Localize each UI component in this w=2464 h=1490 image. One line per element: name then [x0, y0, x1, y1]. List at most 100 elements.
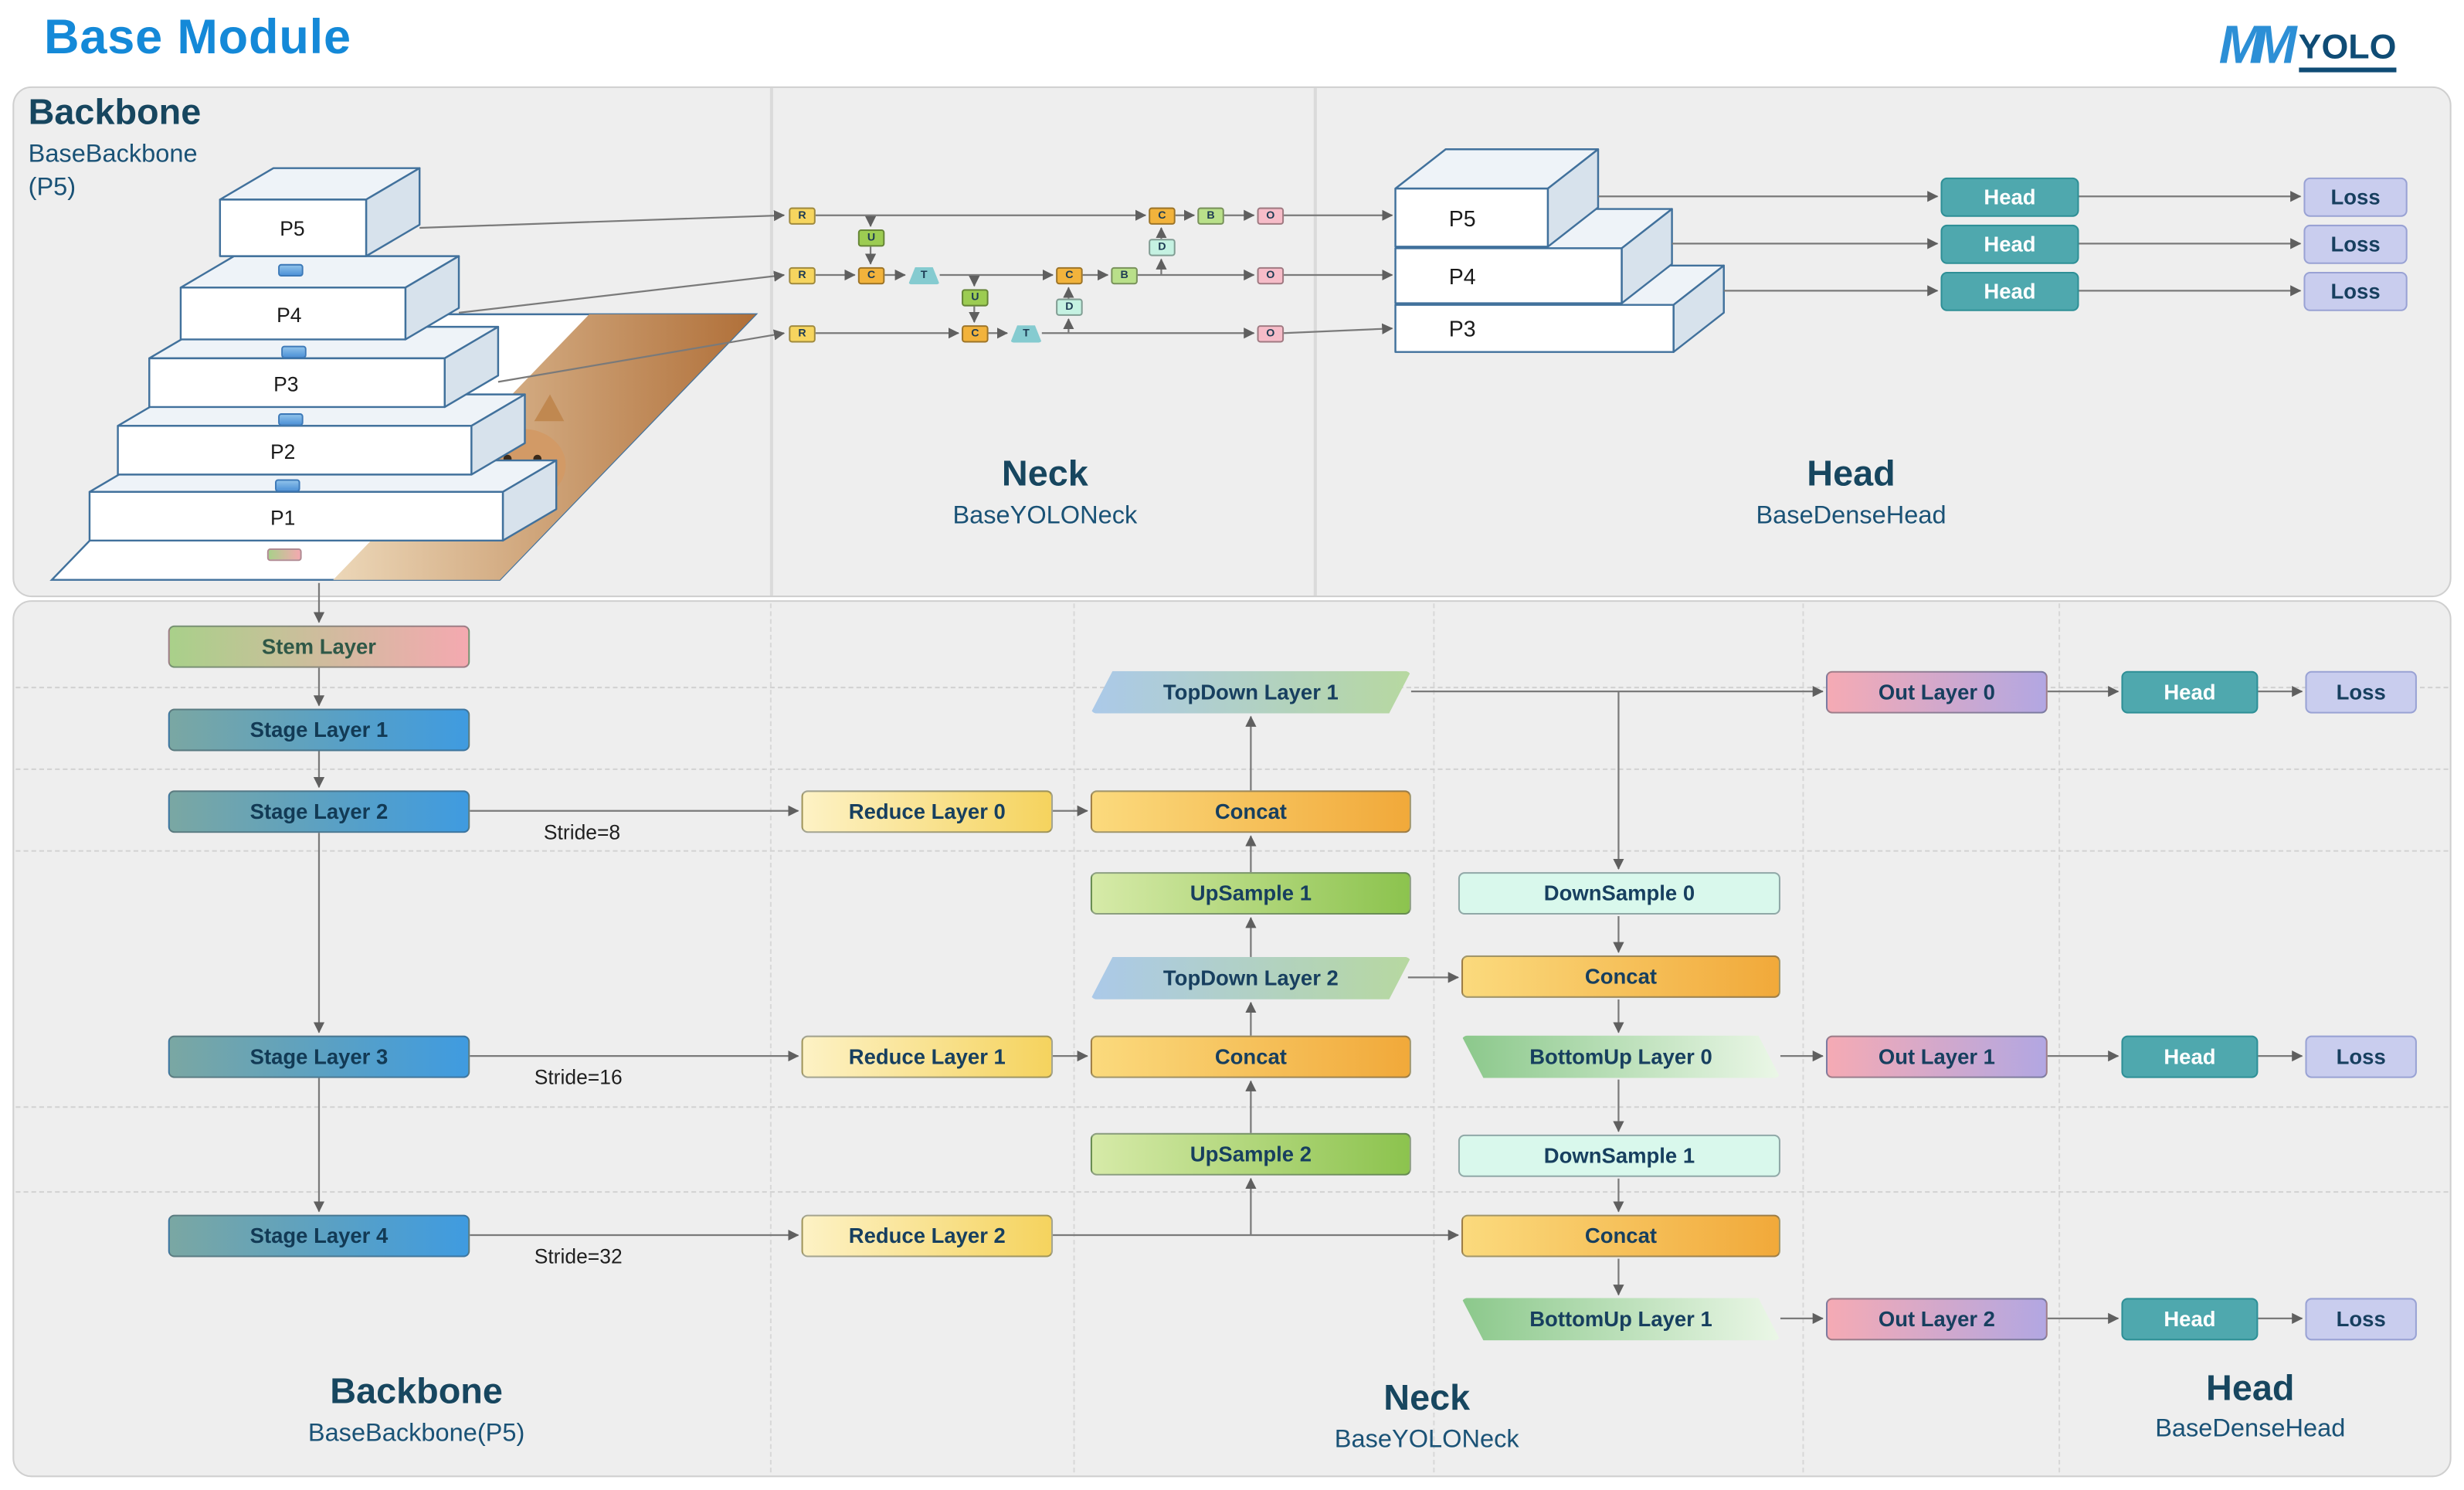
top-neck-subtitle: BaseYOLONeck [952, 503, 1138, 530]
mini-bottomup-2: B [1197, 207, 1224, 225]
bottom-loss-button-0: Loss [2305, 670, 2417, 714]
node-stage-layer-4: Stage Layer 4 [168, 1214, 470, 1258]
node-out-layer-0: Out Layer 0 [1825, 670, 2048, 714]
mini-downsample-1: D [1056, 298, 1083, 316]
pyramid-connector-1 [278, 263, 304, 277]
bottom-divider-3 [1433, 603, 1435, 1473]
mini-concat-2: C [962, 325, 989, 343]
top-head-heading: Head [1807, 452, 1896, 494]
page-title: Base Module [43, 9, 351, 65]
mini-topdown-1: T [908, 266, 940, 285]
mini-reduce-p4: R [789, 266, 816, 285]
node-topdown-layer-1: TopDown Layer 1 [1091, 671, 1411, 714]
bottom-neck-subtitle: BaseYOLONeck [1334, 1427, 1519, 1454]
node-stage-layer-1: Stage Layer 1 [168, 708, 470, 752]
stride-16-label: Stride=16 [534, 1065, 623, 1089]
bottom-neck-heading: Neck [1383, 1376, 1471, 1418]
bottom-backbone-subtitle: BaseBackbone(P5) [307, 1420, 525, 1448]
node-reduce-layer-0: Reduce Layer 0 [801, 790, 1054, 833]
pyramid-label-p1: P1 [270, 506, 295, 529]
pyramid-label-p2: P2 [270, 440, 295, 463]
node-reduce-layer-2: Reduce Layer 2 [801, 1214, 1054, 1258]
top-backbone-subtitle-2: (P5) [28, 174, 76, 202]
pyramid-connector-2 [281, 345, 307, 358]
head-feature-slabs [1394, 148, 1725, 353]
stride-8-label: Stride=8 [543, 820, 621, 844]
backbone-pyramid [88, 167, 558, 542]
row-divider-3 [15, 850, 2449, 852]
head-slab-label-p3: P3 [1449, 317, 1476, 341]
bottom-head-heading: Head [2206, 1366, 2295, 1408]
node-concat-3: Concat [1461, 955, 1780, 998]
head-slab-labels: P5 P4 P3 [1449, 207, 1476, 341]
logo-yolo-text: YOLO [2298, 27, 2397, 73]
bottom-divider-1 [769, 603, 772, 1473]
pyramid-connector-3 [278, 413, 304, 426]
top-backbone-heading: Backbone [28, 90, 202, 132]
bottom-divider-2 [1073, 603, 1075, 1473]
node-topdown-layer-2: TopDown Layer 2 [1091, 957, 1411, 1000]
mini-upsample-2: U [962, 289, 989, 307]
head-slab-label-p5: P5 [1449, 207, 1476, 232]
top-head-subtitle: BaseDenseHead [1756, 503, 1946, 530]
node-stem-layer: Stem Layer [168, 625, 470, 668]
pyramid-label-p4: P4 [277, 304, 301, 327]
mini-downsample-2: D [1149, 239, 1176, 256]
bottom-head-button-1: Head [2121, 1035, 2259, 1078]
node-reduce-layer-1: Reduce Layer 1 [801, 1035, 1054, 1078]
top-loss-button-p5: Loss [2303, 177, 2408, 217]
node-upsample-2: UpSample 2 [1090, 1132, 1411, 1176]
node-bottomup-layer-0: BottomUp Layer 0 [1461, 1036, 1780, 1078]
row-divider-2 [15, 768, 2449, 770]
bottom-divider-5 [2058, 603, 2061, 1473]
bottom-head-button-2: Head [2121, 1298, 2259, 1341]
top-neck-heading: Neck [1001, 452, 1088, 494]
top-head-button-p5: Head [1940, 177, 2079, 217]
node-out-layer-1: Out Layer 1 [1825, 1035, 2048, 1078]
mini-out-0: O [1257, 207, 1285, 225]
bottom-divider-4 [1802, 603, 1804, 1473]
mini-upsample-1: U [857, 229, 885, 247]
top-head-button-p4: Head [1940, 224, 2079, 264]
mini-reduce-p3: R [789, 325, 816, 343]
mini-concat-3: C [1056, 266, 1083, 285]
logo-mm-mark: MM [2218, 15, 2297, 76]
pyramid-label-p5: P5 [280, 217, 304, 240]
node-upsample-1: UpSample 1 [1090, 872, 1411, 915]
pyramid-labels: P5 P4 P3 P2 P1 [270, 217, 305, 529]
bottom-backbone-heading: Backbone [330, 1370, 503, 1411]
top-backbone-subtitle-1: BaseBackbone [28, 141, 198, 168]
node-downsample-0: DownSample 0 [1458, 872, 1780, 915]
bottom-loss-button-1: Loss [2305, 1035, 2417, 1078]
top-loss-button-p3: Loss [2303, 271, 2408, 311]
row-divider-4 [15, 1106, 2449, 1108]
node-bottomup-layer-1: BottomUp Layer 1 [1461, 1298, 1780, 1340]
top-divider-neck-head [1313, 87, 1316, 596]
pyramid-connector-4 [275, 479, 300, 492]
node-stage-layer-2: Stage Layer 2 [168, 790, 470, 833]
mini-concat-4: C [1149, 207, 1176, 225]
node-concat-2: Concat [1090, 1035, 1411, 1078]
mmyolo-logo: MM YOLO [2218, 15, 2397, 76]
head-slab-label-p4: P4 [1449, 265, 1476, 290]
mini-out-2: O [1257, 325, 1285, 343]
node-out-layer-2: Out Layer 2 [1825, 1298, 2048, 1341]
bottom-loss-button-2: Loss [2305, 1298, 2417, 1341]
node-downsample-1: DownSample 1 [1458, 1134, 1780, 1177]
mini-bottomup-1: B [1111, 266, 1138, 285]
pyramid-label-p3: P3 [273, 373, 298, 396]
row-divider-5 [15, 1191, 2449, 1193]
node-concat-1: Concat [1090, 790, 1411, 833]
mini-out-1: O [1257, 266, 1285, 285]
node-stage-layer-3: Stage Layer 3 [168, 1035, 470, 1078]
mini-reduce-p5: R [789, 207, 816, 225]
top-loss-button-p4: Loss [2303, 224, 2408, 264]
node-concat-4: Concat [1461, 1214, 1780, 1258]
stride-32-label: Stride=32 [534, 1244, 623, 1268]
bottom-head-button-0: Head [2121, 670, 2259, 714]
mini-topdown-2: T [1010, 325, 1042, 343]
top-head-button-p3: Head [1940, 271, 2079, 311]
bottom-head-subtitle: BaseDenseHead [2155, 1415, 2346, 1443]
